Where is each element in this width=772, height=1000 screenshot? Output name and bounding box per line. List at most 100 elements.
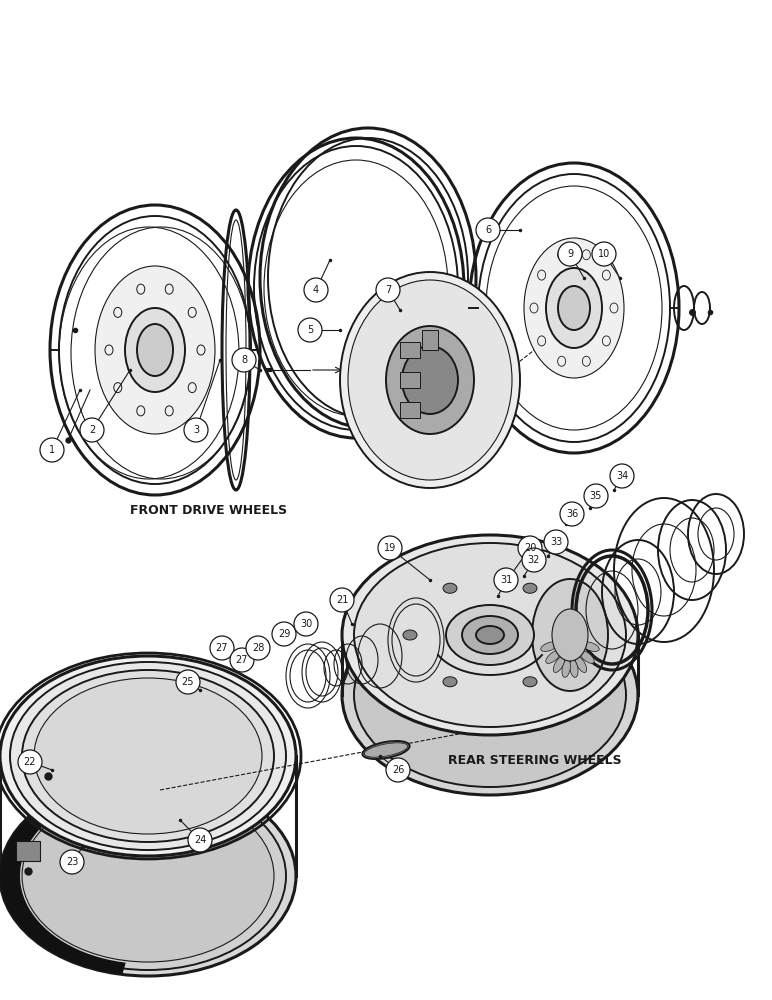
Ellipse shape xyxy=(443,583,457,593)
Ellipse shape xyxy=(364,743,408,757)
Ellipse shape xyxy=(34,678,262,834)
Text: 22: 22 xyxy=(24,757,36,767)
Circle shape xyxy=(476,218,500,242)
Text: 27: 27 xyxy=(215,643,229,653)
Text: 25: 25 xyxy=(181,677,195,687)
Circle shape xyxy=(230,648,254,672)
Ellipse shape xyxy=(554,656,564,672)
Ellipse shape xyxy=(354,603,626,787)
Text: 3: 3 xyxy=(193,425,199,435)
Circle shape xyxy=(184,418,208,442)
Circle shape xyxy=(558,242,582,266)
Circle shape xyxy=(60,850,84,874)
Bar xyxy=(400,402,420,418)
Circle shape xyxy=(232,348,256,372)
Ellipse shape xyxy=(462,616,518,654)
Ellipse shape xyxy=(386,326,474,434)
Bar xyxy=(400,372,420,388)
Ellipse shape xyxy=(524,238,624,378)
Ellipse shape xyxy=(570,660,578,677)
Bar xyxy=(16,841,40,861)
Text: 20: 20 xyxy=(524,543,537,553)
Text: 27: 27 xyxy=(235,655,249,665)
Ellipse shape xyxy=(10,782,286,970)
Circle shape xyxy=(188,828,212,852)
Text: 5: 5 xyxy=(307,325,313,335)
Ellipse shape xyxy=(362,741,410,759)
Circle shape xyxy=(298,318,322,342)
Text: 7: 7 xyxy=(385,285,391,295)
Ellipse shape xyxy=(0,776,296,976)
Ellipse shape xyxy=(562,660,571,677)
Circle shape xyxy=(592,242,616,266)
Circle shape xyxy=(304,278,328,302)
Polygon shape xyxy=(0,789,126,974)
Ellipse shape xyxy=(95,266,215,434)
Circle shape xyxy=(376,278,400,302)
Circle shape xyxy=(544,530,568,554)
Ellipse shape xyxy=(575,656,587,672)
Ellipse shape xyxy=(354,543,626,727)
Circle shape xyxy=(294,612,318,636)
Text: 24: 24 xyxy=(194,835,206,845)
Ellipse shape xyxy=(125,308,185,392)
Circle shape xyxy=(18,750,42,774)
Ellipse shape xyxy=(342,595,638,795)
Ellipse shape xyxy=(403,630,417,640)
Text: 30: 30 xyxy=(300,619,312,629)
Ellipse shape xyxy=(137,324,173,376)
Circle shape xyxy=(40,438,64,462)
Ellipse shape xyxy=(22,790,274,962)
Ellipse shape xyxy=(552,609,588,661)
Ellipse shape xyxy=(523,677,537,687)
Ellipse shape xyxy=(22,670,274,842)
Ellipse shape xyxy=(546,650,560,663)
Ellipse shape xyxy=(443,677,457,687)
Text: 35: 35 xyxy=(590,491,602,501)
Text: 10: 10 xyxy=(598,249,610,259)
Text: 29: 29 xyxy=(278,629,290,639)
Bar xyxy=(400,342,420,358)
Ellipse shape xyxy=(532,579,608,691)
Circle shape xyxy=(518,536,542,560)
Text: REAR STEERING WHEELS: REAR STEERING WHEELS xyxy=(448,754,621,766)
Ellipse shape xyxy=(558,286,590,330)
Text: 9: 9 xyxy=(567,249,573,259)
Circle shape xyxy=(584,484,608,508)
Text: 36: 36 xyxy=(566,509,578,519)
Text: 32: 32 xyxy=(528,555,540,565)
Text: 4: 4 xyxy=(313,285,319,295)
Circle shape xyxy=(378,536,402,560)
Text: 8: 8 xyxy=(241,355,247,365)
Circle shape xyxy=(330,588,354,612)
Circle shape xyxy=(386,758,410,782)
Ellipse shape xyxy=(523,583,537,593)
Ellipse shape xyxy=(342,535,638,735)
Ellipse shape xyxy=(340,272,520,488)
Ellipse shape xyxy=(402,346,458,414)
Ellipse shape xyxy=(10,662,286,850)
Ellipse shape xyxy=(563,630,577,640)
Ellipse shape xyxy=(476,626,504,644)
Circle shape xyxy=(494,568,518,592)
Ellipse shape xyxy=(0,656,296,856)
Ellipse shape xyxy=(580,650,594,663)
Text: 6: 6 xyxy=(485,225,491,235)
Text: 19: 19 xyxy=(384,543,396,553)
Text: 2: 2 xyxy=(89,425,95,435)
Text: 23: 23 xyxy=(66,857,78,867)
Ellipse shape xyxy=(446,605,534,665)
Text: 26: 26 xyxy=(392,765,405,775)
Circle shape xyxy=(210,636,234,660)
Ellipse shape xyxy=(546,268,602,348)
Text: 21: 21 xyxy=(336,595,348,605)
Ellipse shape xyxy=(348,280,512,480)
Circle shape xyxy=(80,418,104,442)
Circle shape xyxy=(610,464,634,488)
Text: 34: 34 xyxy=(616,471,628,481)
Ellipse shape xyxy=(582,642,599,651)
Text: FRONT DRIVE WHEELS: FRONT DRIVE WHEELS xyxy=(130,504,287,516)
Circle shape xyxy=(272,622,296,646)
Text: 1: 1 xyxy=(49,445,55,455)
Circle shape xyxy=(176,670,200,694)
